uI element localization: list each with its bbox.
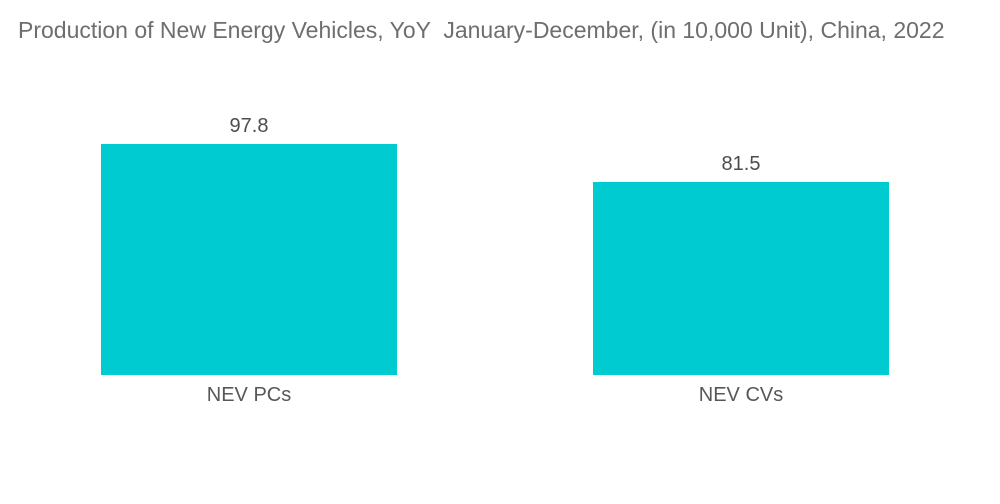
bar-value-label-nev-pcs: 97.8 [229, 115, 269, 137]
bar-value-label-nev-cvs: 81.5 [721, 153, 761, 175]
bar-nev-cvs [593, 182, 889, 375]
x-axis-label-nev-pcs: NEV PCs [206, 384, 292, 406]
bar-column-nev-cvs: 81.5 [593, 153, 889, 375]
chart-title: Production of New Energy Vehicles, YoY J… [18, 17, 945, 43]
bar-nev-pcs [101, 144, 397, 375]
x-axis-label-nev-cvs: NEV CVs [698, 384, 784, 406]
bar-column-nev-pcs: 97.8 [101, 115, 397, 375]
